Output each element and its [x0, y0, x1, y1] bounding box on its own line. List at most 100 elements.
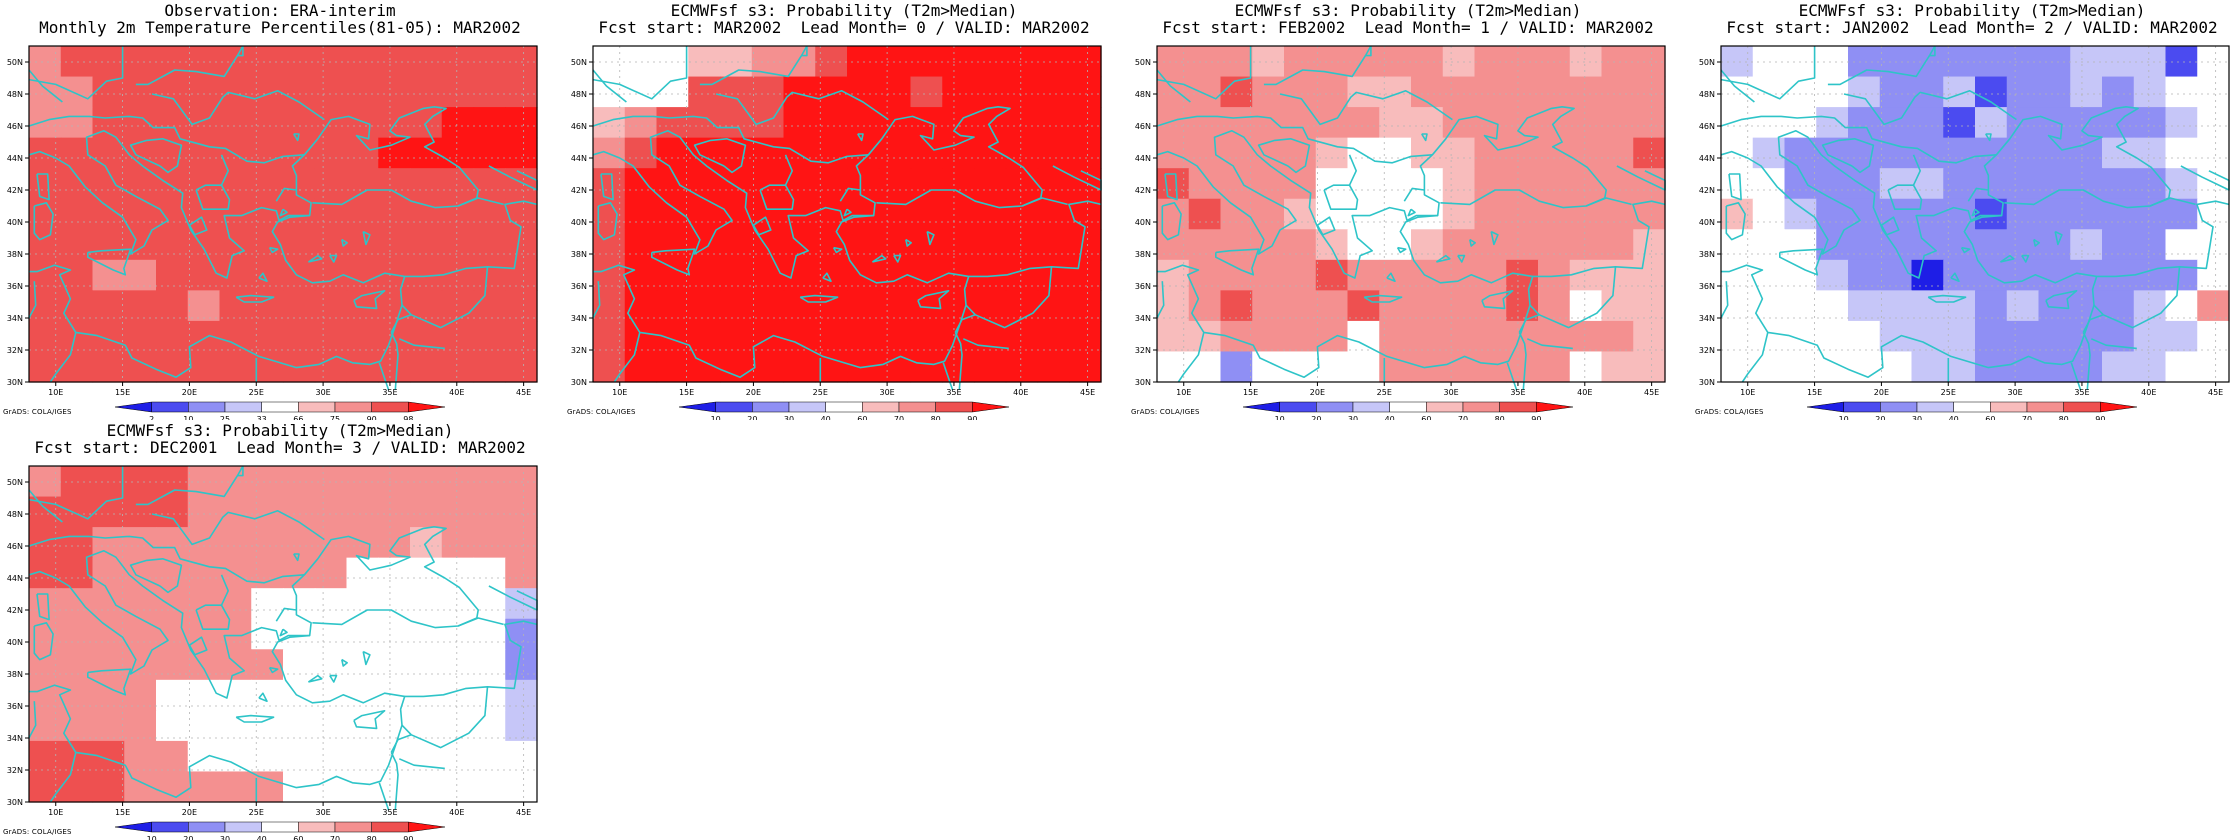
- grid-cell: [783, 320, 816, 353]
- grid-cell: [1220, 76, 1253, 108]
- coastline: [87, 668, 132, 696]
- grid-cell: [1879, 76, 1913, 108]
- grid-cell: [2038, 229, 2071, 261]
- map-frame: [1720, 45, 2230, 383]
- legend-label: 10: [183, 415, 193, 420]
- grid-cell: [92, 466, 125, 498]
- grid-cell: [974, 229, 1007, 261]
- grid-cell: [1157, 229, 1190, 261]
- grid-cell: [92, 351, 125, 383]
- grid-cell: [346, 496, 379, 528]
- grid-cell: [2133, 259, 2167, 291]
- grid-cell: [2197, 46, 2230, 78]
- grid-cell: [187, 496, 221, 528]
- grid-cell: [1220, 46, 1253, 78]
- grid-cell: [2133, 168, 2167, 200]
- grid-cell: [29, 351, 62, 383]
- grid-cell: [29, 168, 62, 200]
- coastline: [1481, 290, 1514, 310]
- legend-label: 20: [1875, 415, 1885, 420]
- coastline: [1365, 46, 1372, 57]
- grid-cell: [1506, 107, 1539, 139]
- grid-cell: [124, 168, 157, 200]
- grid-cell: [60, 320, 94, 353]
- grid-cell: [1284, 320, 1317, 353]
- coastline: [28, 535, 305, 584]
- coastline: [329, 254, 338, 263]
- grid-cell: [124, 290, 157, 322]
- grid-cell: [251, 496, 284, 528]
- grid-cell: [1069, 290, 1102, 322]
- coastline: [36, 593, 50, 621]
- grid-cell: [1816, 198, 1849, 230]
- grid-cell: [1474, 259, 1507, 291]
- grid-cell: [1601, 168, 1634, 200]
- grid-cell: [1816, 168, 1849, 200]
- legend-label: 66: [293, 415, 303, 420]
- grid-cell: [378, 496, 411, 528]
- grid-cell: [187, 198, 221, 230]
- coastline: [2093, 266, 2181, 329]
- coastline: [1323, 184, 1359, 210]
- coastline: [329, 674, 338, 683]
- grid-cell: [346, 351, 379, 383]
- coastline: [293, 553, 300, 562]
- grid-cell: [92, 618, 125, 650]
- panel-title: ECMWFsf s3: Probability (T2m>Median) Fcst…: [1152, 2, 1664, 36]
- grid-cell: [847, 46, 880, 78]
- grid-cell: [441, 771, 475, 803]
- legend-label: 30: [784, 415, 794, 420]
- coastline: [1215, 248, 1260, 276]
- grid-cell: [910, 168, 943, 200]
- grid-cell: [1069, 320, 1102, 353]
- grid-cell: [441, 588, 475, 620]
- coastline: [29, 214, 406, 378]
- coastline: [962, 338, 1009, 350]
- coastline: [2045, 290, 2078, 310]
- coastline: [401, 686, 489, 749]
- grid-cell: [2102, 168, 2135, 200]
- grid-cell: [251, 466, 284, 498]
- grid-cell: [441, 679, 475, 711]
- grid-cell: [1721, 107, 1754, 139]
- legend-label: 70: [894, 415, 904, 420]
- grid-cell: [2133, 76, 2167, 108]
- grid-cell: [283, 137, 316, 169]
- coastline: [759, 184, 795, 210]
- grid-cell: [1569, 320, 1603, 353]
- grid-cell: [1005, 290, 1039, 322]
- title-line-2: Fcst start: DEC2001 Lead Month= 3 / VALI…: [34, 438, 526, 457]
- lat-tick-label: 50N: [7, 58, 23, 67]
- grid-cell: [1379, 107, 1412, 139]
- legend-label: 30: [1348, 415, 1358, 420]
- lon-tick-label: 40E: [449, 388, 464, 397]
- lon-tick-label: 25E: [249, 388, 264, 397]
- grid-cell: [60, 527, 94, 559]
- coastline: [220, 154, 229, 186]
- grid-cell: [124, 679, 157, 711]
- coastline: [715, 90, 889, 126]
- lat-tick-label: 30N: [1699, 378, 1715, 387]
- legend-swatch: [2100, 401, 2138, 413]
- grid-cell: [219, 168, 252, 200]
- legend-label: 10: [1839, 415, 1849, 420]
- coastline: [1720, 115, 1997, 164]
- grid-cell: [1005, 137, 1039, 169]
- grid-cell: [156, 259, 189, 291]
- grid-cell: [1752, 351, 1786, 383]
- grid-cell: [1347, 229, 1380, 261]
- grid-cell: [2165, 107, 2198, 139]
- grid-cell: [378, 168, 411, 200]
- grid-cell: [1005, 107, 1039, 139]
- grid-cell: [378, 466, 411, 498]
- grid-cell: [1911, 107, 1944, 139]
- grid-cell: [187, 771, 221, 803]
- grid-cell: [1442, 351, 1476, 383]
- legend-swatch: [188, 821, 226, 833]
- grid-cell: [1784, 351, 1817, 383]
- coastline: [1469, 238, 1476, 247]
- coastline: [752, 216, 772, 236]
- legend-swatch: [1953, 401, 1991, 413]
- coastline: [33, 202, 54, 241]
- grid-cell: [1569, 198, 1603, 230]
